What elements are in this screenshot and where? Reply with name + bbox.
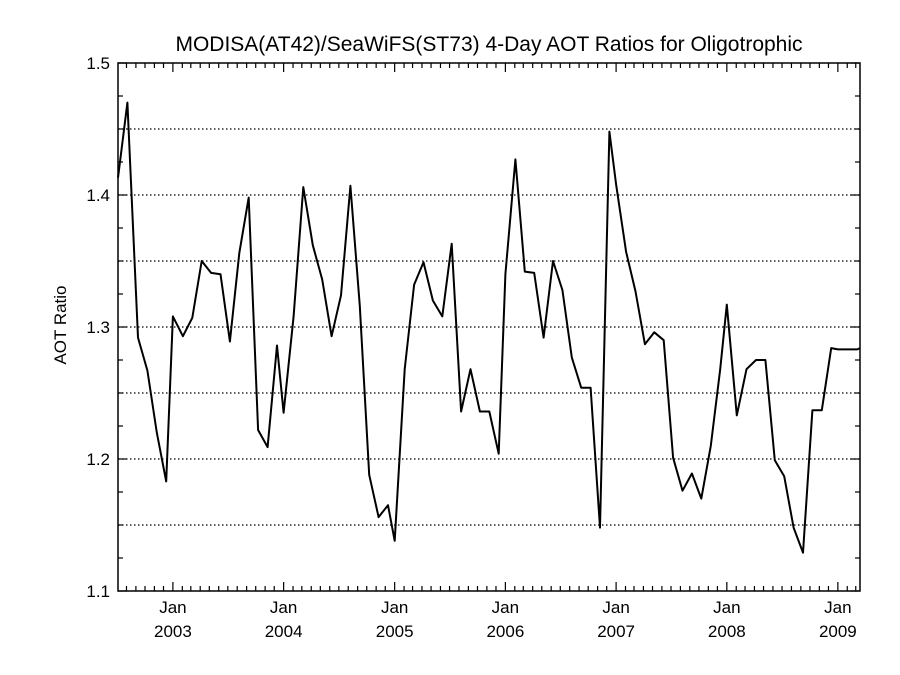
- series-line: [117, 101, 861, 554]
- x-tick-year-label: 2005: [376, 622, 414, 641]
- x-tick-month-label: Jan: [713, 598, 740, 617]
- plot-frame: [117, 62, 861, 592]
- x-tick-month-label: Jan: [381, 598, 408, 617]
- x-tick-year-label: 2004: [265, 622, 303, 641]
- y-tick-label: 1.4: [86, 186, 110, 205]
- tick-labels: 1.1 1.2 1.3 1.4 1.5 Jan 2003 Jan 2004 Jan 2005 Jan 2…: [86, 54, 856, 641]
- y-tick-label: 1.3: [86, 318, 110, 337]
- x-tick-month-label: Jan: [159, 598, 186, 617]
- x-tick-year-label: 2006: [486, 622, 524, 641]
- x-tick-year-label: 2003: [154, 622, 192, 641]
- y-tick-label: 1.1: [86, 582, 110, 601]
- y-axis-label: AOT Ratio: [51, 285, 70, 364]
- gridlines: [118, 128, 860, 526]
- x-tick-month-label: Jan: [824, 598, 851, 617]
- chart-title: MODISA(AT42)/SeaWiFS(ST73) 4-Day AOT Rat…: [175, 33, 802, 56]
- y-tick-label: 1.2: [86, 450, 110, 469]
- x-tick-month-label: Jan: [492, 598, 519, 617]
- y-tick-label: 1.5: [86, 54, 110, 73]
- axis-ticks: [118, 62, 860, 592]
- x-tick-year-label: 2007: [597, 622, 635, 641]
- series-layer: [117, 101, 861, 554]
- x-tick-month-label: Jan: [602, 598, 629, 617]
- x-tick-year-label: 2008: [708, 622, 746, 641]
- x-tick-year-label: 2009: [819, 622, 857, 641]
- x-tick-month-label: Jan: [270, 598, 297, 617]
